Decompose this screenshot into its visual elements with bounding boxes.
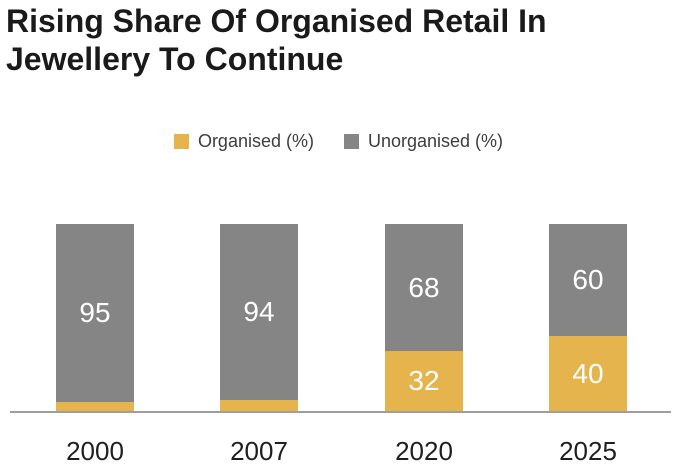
bar-value-label-unorganised: 68 [408, 271, 440, 303]
bar-value-label-organised: 32 [408, 365, 440, 397]
x-tick-label: 2020 [395, 436, 453, 466]
chart-title: Rising Share Of Organised Retail In Jewe… [6, 3, 547, 77]
legend-item-unorganised: Unorganised (%) [343, 131, 504, 152]
bar-value-label-organised: 40 [572, 357, 604, 389]
bar-segment-organised [549, 336, 627, 411]
bar-segment-organised [385, 351, 463, 411]
bar-segment-unorganised [385, 224, 463, 352]
x-tick-label: 2025 [559, 436, 617, 466]
legend: Organised (%) Unorganised (%) [0, 131, 677, 152]
bar-segment-unorganised [220, 224, 298, 400]
legend-swatch-organised-icon [173, 134, 189, 149]
bar-segment-unorganised [56, 224, 134, 402]
x-tick-label: 2007 [230, 436, 288, 466]
bar-segment-unorganised [549, 224, 627, 337]
legend-item-organised: Organised (%) [173, 131, 314, 152]
bar-value-label-unorganised: 95 [79, 296, 111, 328]
legend-label-organised: Organised (%) [197, 131, 314, 151]
legend-swatch-unorganised-icon [343, 134, 359, 149]
bar-segment-organised [56, 401, 134, 411]
x-axis-line [10, 411, 671, 413]
bar-value-label-unorganised: 60 [572, 264, 604, 296]
bar-value-label-unorganised: 94 [243, 295, 275, 327]
x-tick-label: 2000 [66, 436, 124, 466]
legend-label-unorganised: Unorganised (%) [367, 131, 504, 151]
bar-segment-organised [220, 399, 298, 411]
